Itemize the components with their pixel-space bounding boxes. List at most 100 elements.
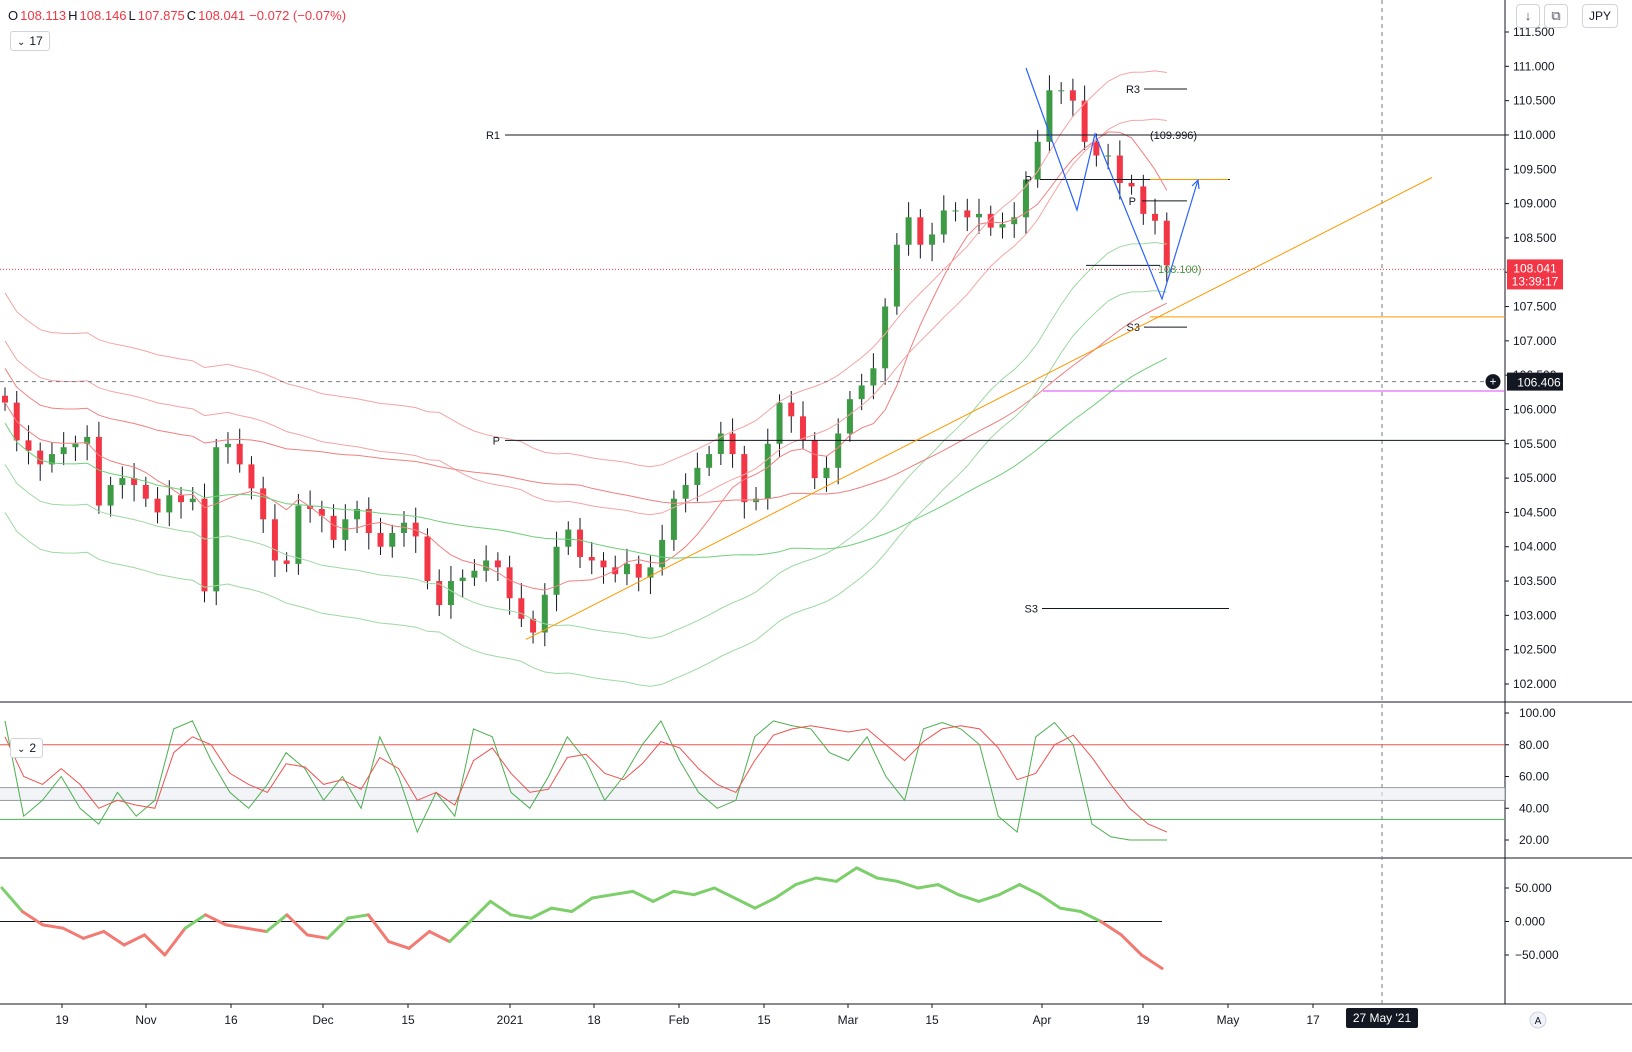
candle-down (1128, 182, 1135, 187)
chevron-down-icon: ⌄ (17, 744, 26, 755)
momentum-segment (61, 926, 85, 940)
candle-up (1105, 155, 1112, 157)
candle-down (799, 416, 806, 441)
momentum-segment (1038, 893, 1062, 910)
momentum-segment (81, 930, 106, 940)
crosshair-date-box (1346, 1008, 1418, 1028)
download-button[interactable]: ↓ (1516, 4, 1540, 28)
candle-up (354, 508, 361, 520)
time-tick-label: Feb (669, 1013, 690, 1027)
candle-up (706, 454, 713, 468)
time-tick-label: Mar (838, 1013, 859, 1027)
momentum-segment (427, 930, 452, 944)
candle-down (987, 213, 994, 228)
candle-up (835, 433, 842, 468)
candle-up (389, 533, 396, 547)
price-tick-label: 108.500 (1513, 231, 1557, 245)
time-tick-label: 15 (757, 1013, 771, 1027)
candle-down (635, 563, 642, 578)
momentum-segment (1099, 920, 1123, 937)
candle-up (846, 399, 853, 434)
momentum-segment (936, 883, 960, 897)
momentum-segment (855, 866, 879, 880)
osc-tick-label: 80.00 (1519, 738, 1549, 752)
candle-up (682, 484, 689, 499)
candle-up (553, 546, 560, 595)
oscillator-pane-indicator-count: 2 (29, 741, 37, 755)
momentum-segment (163, 926, 187, 957)
candle-down (729, 433, 736, 455)
crosshair-price-tag (1507, 372, 1563, 391)
fullscreen-icon: ⧉ (1551, 8, 1561, 23)
oscillator-line (4, 719, 1167, 841)
momentum-segment (1058, 906, 1083, 913)
candle-down (1140, 186, 1147, 214)
candle-up (647, 567, 654, 578)
time-tick-label: Dec (312, 1013, 333, 1027)
momentum-segment (102, 930, 126, 947)
price-tick-label: 105.000 (1513, 471, 1557, 485)
candle-up (870, 368, 877, 386)
momentum-segment (285, 913, 309, 937)
ohlc-value: 108.041 (198, 8, 246, 23)
osc-tick-label: 100.00 (1519, 706, 1556, 720)
candle-down (318, 508, 325, 516)
oscillator-pane-indicator-toggle[interactable]: ⌄ 2 (10, 738, 44, 758)
price-tick-label: 110.000 (1513, 128, 1556, 142)
momentum-segment (529, 906, 553, 920)
ohlc-value: 107.875 (137, 8, 185, 23)
candle-down (248, 464, 255, 489)
candle-down (178, 495, 185, 503)
candle-down (506, 567, 513, 599)
momentum-segment (407, 930, 431, 950)
candle-up (447, 581, 454, 606)
price-tick-label: 104.500 (1513, 505, 1557, 519)
momentum-segment (794, 876, 818, 887)
price-tick-label: 109.500 (1513, 162, 1557, 176)
candle-down (1069, 90, 1076, 101)
currency-button[interactable]: JPY (1582, 4, 1618, 28)
candle-down (377, 533, 384, 547)
fullscreen-button[interactable]: ⧉ (1544, 4, 1568, 28)
pivot-left-label: P (493, 435, 500, 447)
time-tick-label: 18 (587, 1013, 601, 1027)
price-tick-label: 105.500 (1513, 437, 1557, 451)
candle-down (330, 515, 337, 540)
ma-long-green (4, 357, 1168, 559)
bollinger-outer-green (4, 290, 1167, 687)
candle-down (271, 519, 278, 561)
price-tick-label: 109.000 (1513, 197, 1557, 211)
osc-tick-label: 60.00 (1519, 770, 1549, 784)
candle-up (717, 433, 724, 455)
main-pane-indicator-toggle[interactable]: ⌄ 17 (10, 31, 50, 51)
momentum-segment (977, 893, 1001, 903)
candle-up (541, 594, 548, 633)
mom-tick-label: −50.000 (1515, 948, 1559, 962)
bollinger-upper-red (4, 118, 1167, 516)
candle-down (260, 488, 267, 520)
candle-up (929, 234, 936, 245)
candle-down (95, 436, 102, 506)
price-tick-label: 111.500 (1513, 25, 1555, 39)
candle-up (84, 436, 91, 444)
candle-down (283, 560, 290, 564)
momentum-segment (814, 876, 838, 883)
momentum-segment (1018, 883, 1042, 897)
candle-down (2, 395, 8, 403)
time-tick-label: May (1217, 1013, 1240, 1027)
candle-up (1034, 141, 1041, 180)
candle-down (236, 443, 243, 465)
candle-down (37, 450, 44, 465)
auto-scale-button (1529, 1011, 1547, 1029)
momentum-segment (916, 883, 940, 890)
candle-down (600, 560, 607, 568)
candle-up (1058, 90, 1065, 92)
ohlc-label: H (68, 8, 78, 23)
bollinger-outer-red (4, 70, 1167, 468)
ohlc-label: L (128, 8, 136, 23)
candle-down (494, 560, 501, 568)
price-tick-label: 107.500 (1513, 300, 1557, 314)
time-tick-label: 15 (401, 1013, 415, 1027)
